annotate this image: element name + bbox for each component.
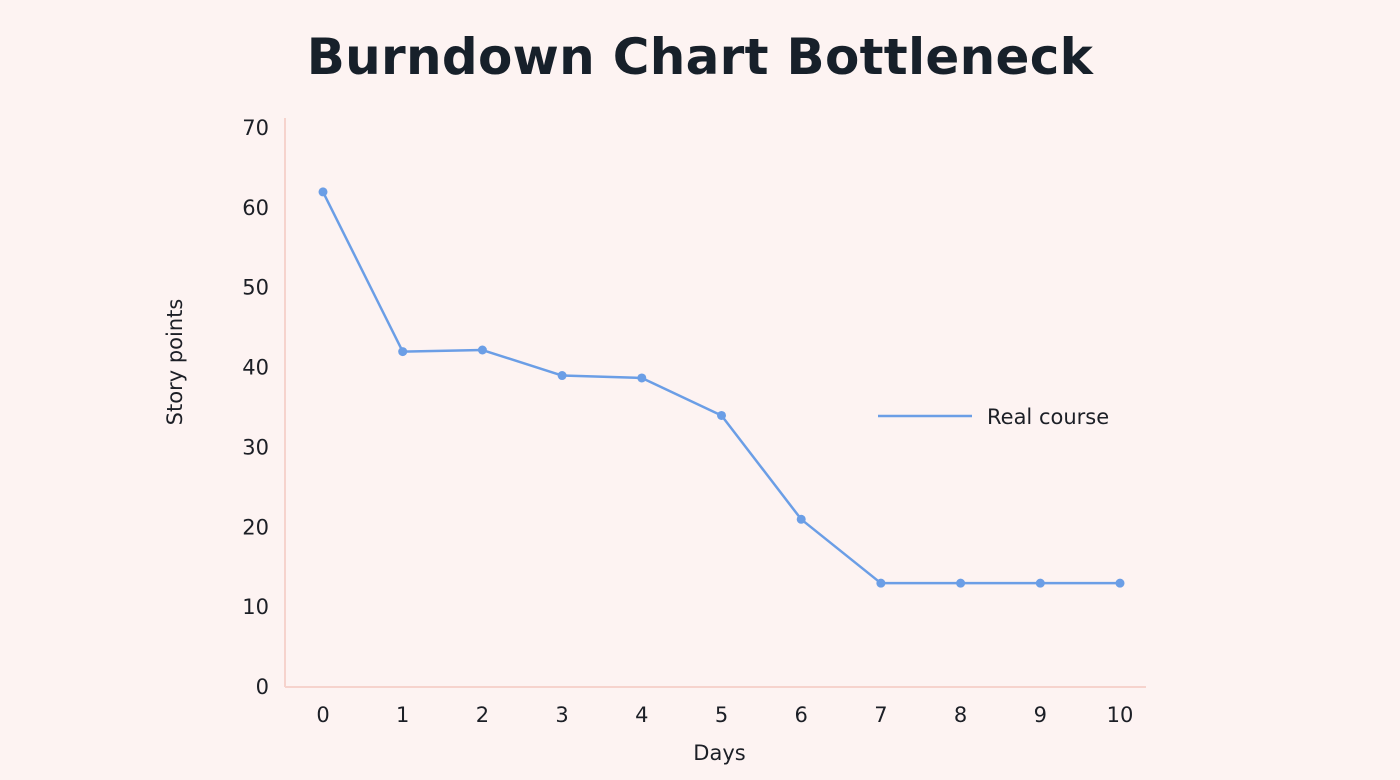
x-tick-label: 8 bbox=[954, 703, 967, 727]
y-tick-label: 60 bbox=[242, 196, 269, 220]
x-tick-label: 9 bbox=[1034, 703, 1047, 727]
data-point bbox=[876, 578, 886, 588]
data-point bbox=[477, 345, 487, 355]
x-tick-label: 0 bbox=[316, 703, 329, 727]
y-tick-label: 30 bbox=[242, 435, 269, 459]
x-tick-label: 10 bbox=[1107, 703, 1134, 727]
x-axis-label: Days bbox=[693, 741, 745, 765]
legend: Real course bbox=[878, 405, 1109, 429]
x-tick-label: 2 bbox=[476, 703, 489, 727]
y-tick-label: 50 bbox=[242, 276, 269, 300]
data-point bbox=[1115, 578, 1125, 588]
data-point bbox=[398, 347, 408, 357]
y-tick-labels: 0 10 20 30 40 50 60 70 bbox=[242, 116, 269, 699]
chart-title: Burndown Chart Bottleneck bbox=[306, 28, 1094, 86]
data-point bbox=[956, 578, 966, 588]
data-point bbox=[318, 187, 328, 197]
x-tick-label: 7 bbox=[874, 703, 887, 727]
legend-label: Real course bbox=[987, 405, 1109, 429]
x-tick-labels: 0 1 2 3 4 5 6 7 8 9 10 bbox=[316, 703, 1133, 727]
y-tick-label: 20 bbox=[242, 515, 269, 539]
series-line bbox=[321, 191, 1120, 585]
data-point bbox=[637, 373, 647, 383]
x-tick-label: 6 bbox=[795, 703, 808, 727]
x-tick-label: 1 bbox=[396, 703, 409, 727]
data-point bbox=[796, 514, 806, 524]
y-tick-label: 0 bbox=[256, 675, 269, 699]
data-point bbox=[557, 371, 567, 381]
x-tick-label: 5 bbox=[715, 703, 728, 727]
y-tick-label: 10 bbox=[242, 595, 269, 619]
y-tick-label: 70 bbox=[242, 116, 269, 140]
chart-axes bbox=[284, 118, 1146, 688]
data-point bbox=[717, 410, 726, 420]
x-tick-label: 3 bbox=[555, 703, 568, 727]
series-real-course bbox=[318, 187, 1125, 588]
x-tick-label: 4 bbox=[635, 703, 648, 727]
y-tick-label: 40 bbox=[242, 356, 269, 380]
y-axis-label: Story points bbox=[163, 299, 187, 426]
data-point bbox=[1035, 578, 1045, 588]
